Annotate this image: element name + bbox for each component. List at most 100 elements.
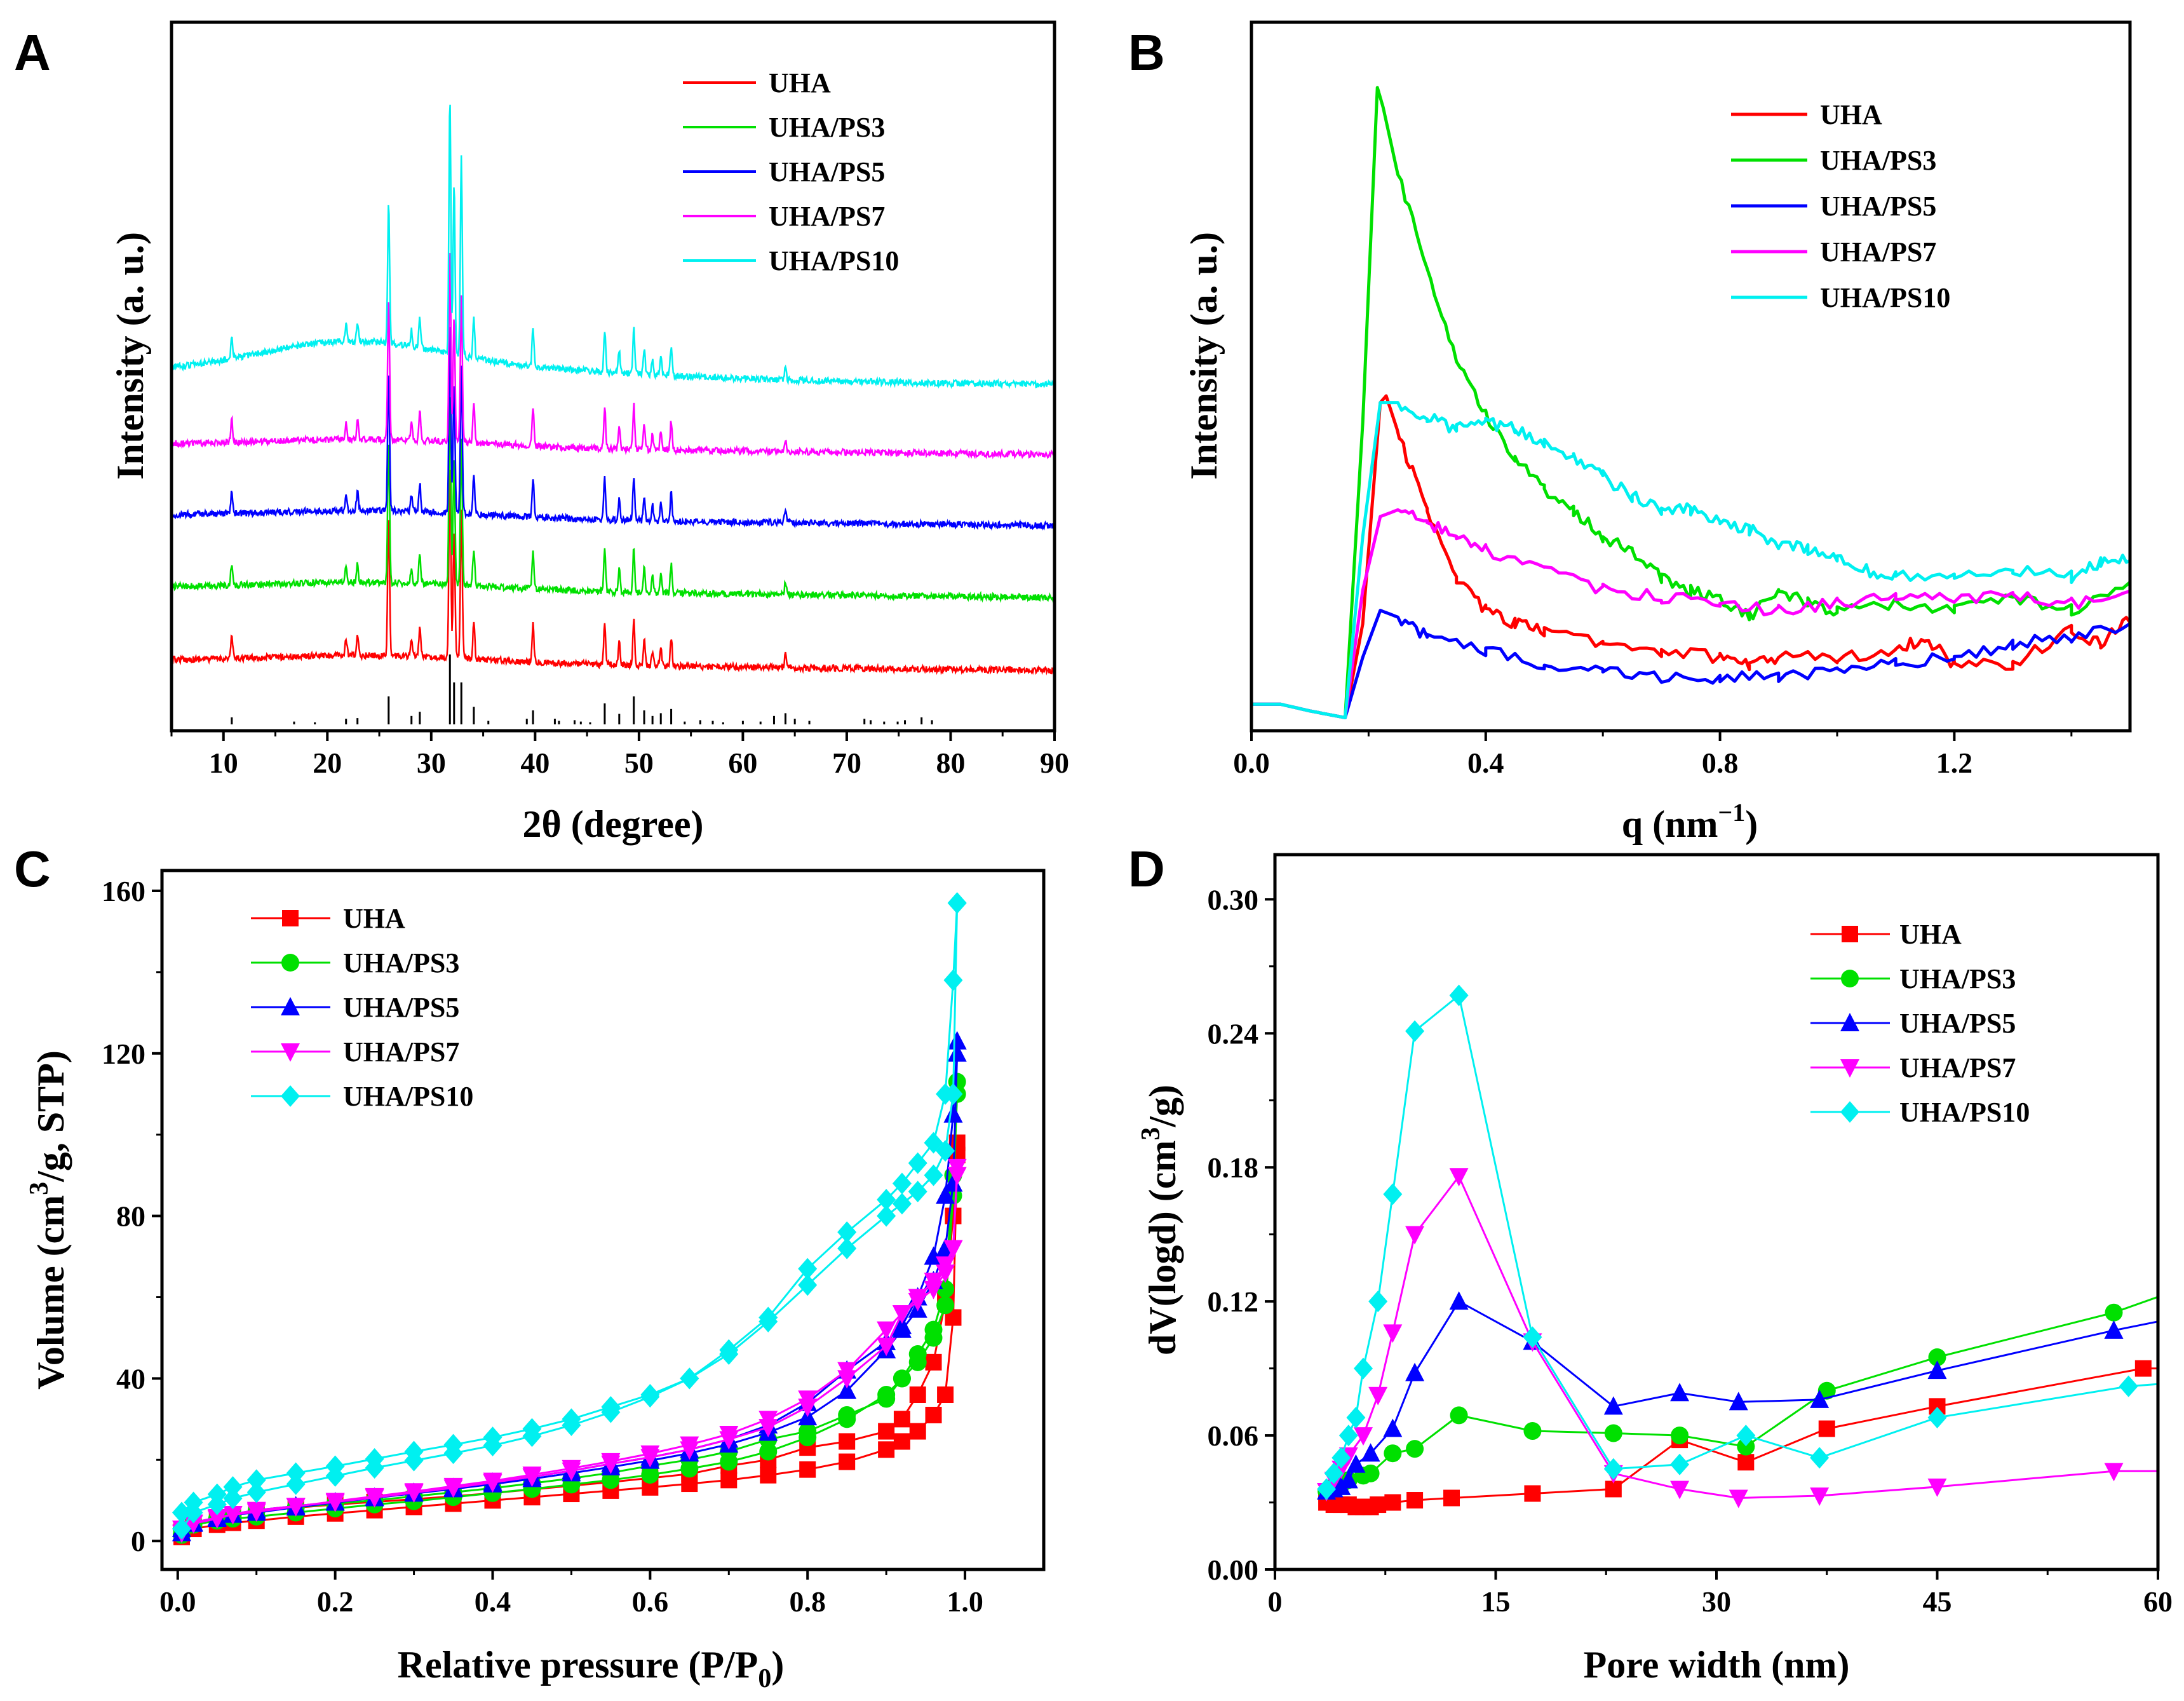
adsorption-point-uha [799,1461,816,1478]
legend-label: UHA/PS5 [1899,1008,2016,1039]
desorption-point-uha-ps10 [936,1083,955,1105]
psd-point-uha-ps10 [1927,1406,1947,1428]
adsorption-point-uha [839,1453,856,1470]
y-tick-label: 40 [116,1362,145,1395]
adsorption-point-uha-ps10 [837,1237,857,1259]
psd-point-uha-ps10 [2119,1375,2138,1397]
panel-d-x-axis-title: Pore width (nm) [1584,1644,1850,1686]
psd-point-uha-ps5 [1338,1470,1358,1489]
desorption-point-uha-ps7 [943,1240,963,1259]
desorption-point-uha-ps10 [184,1491,203,1514]
adsorption-point-uha-ps10 [908,1181,927,1203]
legend-label: UHA/PS10 [769,245,899,276]
x-tick-label: 1.2 [1936,747,1973,779]
panel-b-x-axis-title: q (nm−1) [1622,798,1758,845]
psd-point-uha-ps5 [1603,1396,1623,1415]
legend-label: UHA/PS10 [1820,282,1950,313]
x-tick-label: 0.4 [475,1585,511,1618]
psd-point-uha-ps10 [1670,1453,1690,1475]
adsorption-point-uha-ps3 [759,1442,778,1461]
desorption-point-uha [839,1433,856,1450]
saxs-line-uha-ps7 [1251,508,2131,719]
legend-label: UHA/PS10 [343,1081,473,1112]
panel-a-legend: UHA UHA/PS3 UHA/PS5 UHA/PS7 UHA/PS10 [683,67,899,276]
adsorption-point-uha-ps10 [246,1481,266,1503]
panel-b-plot-area [1251,86,2131,719]
desorption-point-uha-ps7 [936,1256,955,1275]
psd-point-uha-ps10 [1405,1020,1425,1042]
x-tick-label: 60 [2143,1585,2173,1618]
legend-marker-uha-ps3 [1841,970,1859,987]
desorption-point-uha-ps10 [601,1396,621,1418]
saxs-line-uha-ps5 [1251,609,2131,719]
psd-point-uha-ps5 [1810,1389,1830,1408]
adsorption-point-uha-ps3 [936,1296,955,1315]
legend-marker-uha-ps5 [1840,1013,1859,1031]
psd-point-uha-ps7 [1449,1168,1469,1187]
psd-point-uha-ps7 [1729,1489,1748,1508]
desorption-point-uha-ps10 [877,1189,896,1211]
psd-point-uha-ps5 [2104,1320,2124,1339]
panel-d-legend: UHA UHA/PS3 UHA/PS5 UHA/PS7 UHA/PS10 [1810,919,2030,1128]
adsorption-point-uha [878,1441,895,1458]
y-tick-label: 0.30 [1208,883,1259,916]
legend-marker-uha-ps3 [281,954,299,972]
desorption-point-uha-ps10 [640,1384,660,1406]
legend-label: UHA/PS3 [1899,963,2016,994]
desorption-point-uha-ps10 [207,1483,227,1505]
panel-c-x-axis-title: Relative pressure (P/P0) [398,1644,785,1693]
desorption-point-uha [893,1411,910,1428]
x-tick-label: 0.8 [789,1585,826,1618]
saxs-line-uha [1251,394,2131,719]
psd-point-uha-ps10 [1449,984,1469,1006]
psd-point-uha [1384,1494,1401,1511]
psd-point-uha [1443,1489,1460,1507]
desorption-point-uha-ps10 [404,1440,424,1463]
x-tick-label: 20 [313,747,342,779]
x-tick-label: 0.0 [159,1585,196,1618]
desorption-point-uha-ps7 [601,1455,621,1474]
psd-point-uha-ps3 [1406,1440,1424,1458]
x-tick-label: 60 [728,747,757,779]
panel-c-y-axis-title: Volume (cm3/g, STP) [25,1050,72,1390]
psd-point-uha-ps3 [2105,1303,2123,1322]
desorption-point-uha-ps7 [365,1489,384,1508]
psd-point-uha-ps3 [1604,1424,1622,1442]
psd-point-uha-ps7 [1670,1481,1690,1500]
desorption-point-uha-ps3 [924,1320,943,1339]
psd-point-uha-ps3 [1737,1437,1755,1456]
desorption-point-uha-ps7 [246,1501,266,1521]
psd-point-uha-ps5 [1927,1360,1947,1379]
desorption-point-uha-ps10 [522,1418,542,1440]
psd-point-uha-ps3 [1450,1406,1468,1425]
legend-marker-uha-ps10 [1840,1101,1859,1123]
psd-point-uha-ps7 [1331,1460,1351,1479]
x-tick-label: 1.0 [947,1585,983,1618]
legend-label: UHA/PS3 [343,947,459,979]
desorption-point-uha-ps7 [877,1338,896,1357]
desorption-point-uha-ps10 [947,892,967,914]
desorption-point-uha-ps7 [719,1431,739,1450]
psd-point-uha-ps5 [1449,1291,1469,1310]
desorption-point-uha-ps7 [522,1468,542,1488]
adsorption-point-uha [925,1406,942,1423]
desorption-point-uha-ps3 [799,1422,817,1440]
desorption-point-uha-ps5 [892,1315,912,1334]
panel-b-legend: UHA UHA/PS3 UHA/PS5 UHA/PS7 UHA/PS10 [1731,99,1950,313]
desorption-point-uha-ps10 [680,1367,699,1390]
x-tick-label: 50 [624,747,654,779]
psd-point-uha-ps10 [1383,1183,1403,1205]
psd-point-uha-ps10 [1810,1447,1830,1469]
panel-b-letter: B [1128,24,1165,81]
psd-point-uha-ps10 [1523,1326,1542,1348]
legend-label: UHA/PS5 [343,992,459,1023]
legend-marker-uha-ps7 [1840,1059,1859,1078]
psd-point-uha-ps3 [1928,1348,1946,1367]
desorption-point-uha-ps5 [943,1104,963,1123]
adsorption-point-uha-ps5 [837,1380,857,1399]
psd-point-uha-ps7 [2104,1463,2124,1482]
x-tick-label: 45 [1923,1585,1952,1618]
adsorption-point-uha-ps10 [223,1488,243,1510]
psd-point-uha-ps5 [1729,1392,1748,1411]
